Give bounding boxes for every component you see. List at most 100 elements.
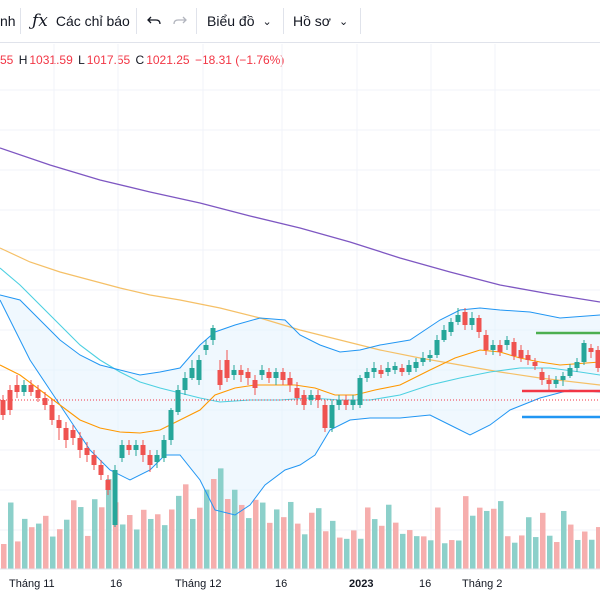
toolbar-divider xyxy=(20,8,21,34)
volume-bar xyxy=(197,507,203,569)
candle-body xyxy=(294,388,300,398)
volume-bar xyxy=(134,529,140,569)
candle-body xyxy=(91,455,97,465)
candle-body xyxy=(595,350,600,368)
volume-bar xyxy=(99,507,105,569)
candle-body xyxy=(308,395,314,400)
volume-bar xyxy=(22,518,28,569)
volume-bar xyxy=(477,507,483,569)
candle-body xyxy=(133,445,139,450)
price-chart[interactable]: Tháng 11 16 Tháng 12 16 2023 16 Tháng 2 xyxy=(0,44,600,600)
candle-body xyxy=(406,365,412,372)
volume-bar xyxy=(148,518,154,569)
volume-bar xyxy=(288,501,294,569)
profile-menu-label: Hồ sơ xyxy=(293,13,331,29)
candle-body xyxy=(315,395,321,400)
candle-body xyxy=(252,380,258,388)
volume-bar xyxy=(351,530,357,569)
volume-bar xyxy=(442,543,448,569)
volume-bar xyxy=(232,489,238,569)
volume-bar xyxy=(470,515,476,569)
partial-toolbar-item[interactable]: nh xyxy=(0,0,16,42)
volume-bar xyxy=(169,509,175,569)
candle-body xyxy=(140,445,146,455)
candle-body xyxy=(357,378,363,405)
candle-body xyxy=(588,348,594,352)
candle-body xyxy=(518,350,524,358)
candle-body xyxy=(532,362,538,366)
indicators-label: Các chỉ báo xyxy=(55,13,130,29)
volume-bar xyxy=(155,514,161,569)
candle-body xyxy=(77,438,83,450)
volume-bar xyxy=(393,522,399,569)
candle-body xyxy=(112,470,118,525)
candle-body xyxy=(273,372,279,378)
volume-bar xyxy=(547,535,553,569)
candle-body xyxy=(0,400,6,415)
candle-body xyxy=(63,428,69,440)
time-axis-label: 16 xyxy=(419,578,431,590)
candle-body xyxy=(567,368,573,376)
candle-body xyxy=(427,355,433,358)
time-axis-label: Tháng 2 xyxy=(462,578,502,590)
chart-grid xyxy=(0,44,600,569)
volume-bar xyxy=(519,535,525,569)
volume-bar xyxy=(1,544,7,569)
candle-body xyxy=(287,378,293,385)
redo-button[interactable] xyxy=(172,0,188,42)
low-label: L xyxy=(78,53,85,67)
volume-bar xyxy=(428,540,434,569)
bollinger-lower-band xyxy=(0,299,600,516)
volume-bar xyxy=(64,519,70,569)
undo-button[interactable] xyxy=(146,0,162,42)
volume-bar xyxy=(337,537,343,569)
candle-body xyxy=(56,420,62,428)
candle-body xyxy=(553,380,559,384)
volume-bar xyxy=(372,519,378,569)
candle-body xyxy=(280,372,286,380)
volume-bar xyxy=(540,512,546,569)
candle-body xyxy=(266,372,272,378)
candle-body xyxy=(441,330,447,340)
volume-bar xyxy=(141,509,147,569)
indicators-button[interactable]: ƒx Các chỉ báo xyxy=(32,0,130,42)
volume-bar xyxy=(85,535,91,569)
volume-bar xyxy=(491,508,497,569)
candle-body xyxy=(385,368,391,372)
candle-body xyxy=(364,372,370,378)
candle-body xyxy=(49,405,55,420)
close-value: 1021.25 xyxy=(146,53,190,67)
time-axis-label: Tháng 11 xyxy=(9,578,55,590)
chart-menu-button[interactable]: Biểu đồ ⌄ xyxy=(207,0,272,42)
volume-bar xyxy=(295,523,301,569)
volume-bar xyxy=(78,507,84,569)
candle-body xyxy=(420,358,426,362)
volume-bar xyxy=(218,468,224,569)
volume-bar xyxy=(498,501,504,569)
toolbar-divider xyxy=(196,8,197,34)
volume-bar xyxy=(484,510,490,569)
volume-bar xyxy=(246,518,252,569)
volume-bars xyxy=(1,468,600,569)
candle-body xyxy=(28,385,34,392)
volume-bar xyxy=(435,507,441,569)
moving-average-orange xyxy=(0,349,600,434)
candle-body xyxy=(483,335,489,350)
volume-bar xyxy=(456,540,462,569)
candle-body xyxy=(105,480,111,490)
candle-body xyxy=(574,362,580,368)
volume-bar xyxy=(323,531,329,569)
candle-body xyxy=(497,345,503,352)
candle-body xyxy=(329,405,335,428)
volume-bar xyxy=(57,529,63,569)
candle-body xyxy=(259,370,265,375)
profile-menu-button[interactable]: Hồ sơ ⌄ xyxy=(293,0,348,42)
volume-bar xyxy=(281,517,287,569)
top-toolbar: nh ƒx Các chỉ báo Biểu đồ ⌄ Hồ sơ ⌄ xyxy=(0,0,600,43)
time-axis-label: 16 xyxy=(275,578,287,590)
candle-body xyxy=(70,430,76,438)
candle-body xyxy=(539,372,545,380)
candle-body xyxy=(126,445,132,450)
volume-bar xyxy=(316,508,322,569)
volume-bar xyxy=(358,538,364,569)
